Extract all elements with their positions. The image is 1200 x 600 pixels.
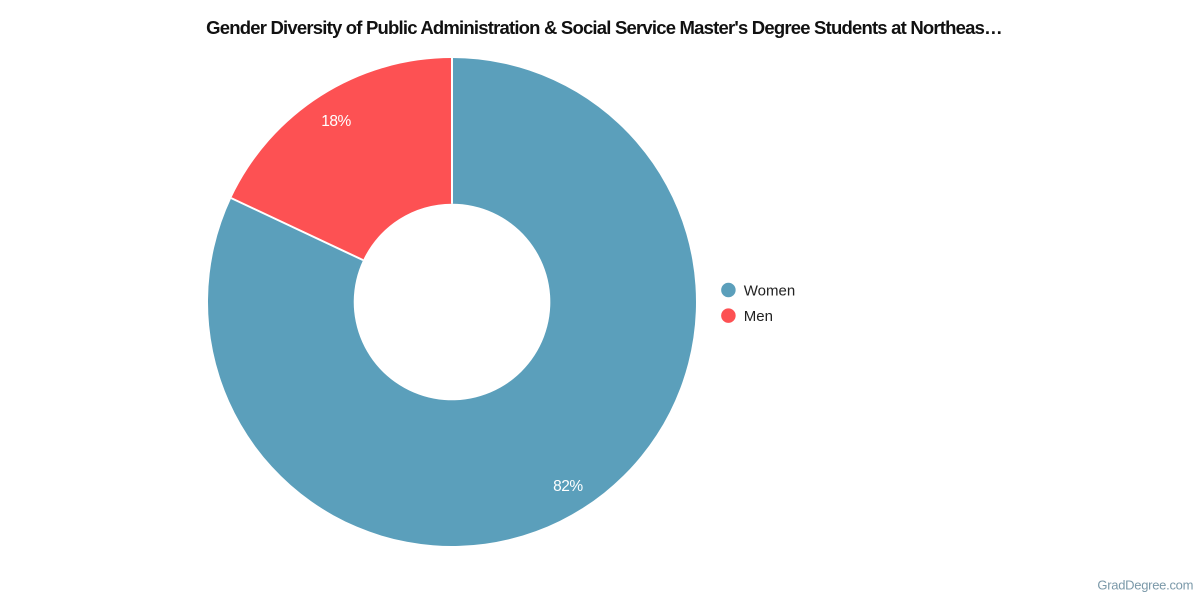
svg-text:82%: 82% <box>553 478 583 495</box>
svg-text:18%: 18% <box>321 113 351 130</box>
svg-text:GradDegree.com: GradDegree.com <box>1097 578 1193 593</box>
svg-text:Men: Men <box>744 308 773 325</box>
svg-text:Women: Women <box>744 282 795 299</box>
